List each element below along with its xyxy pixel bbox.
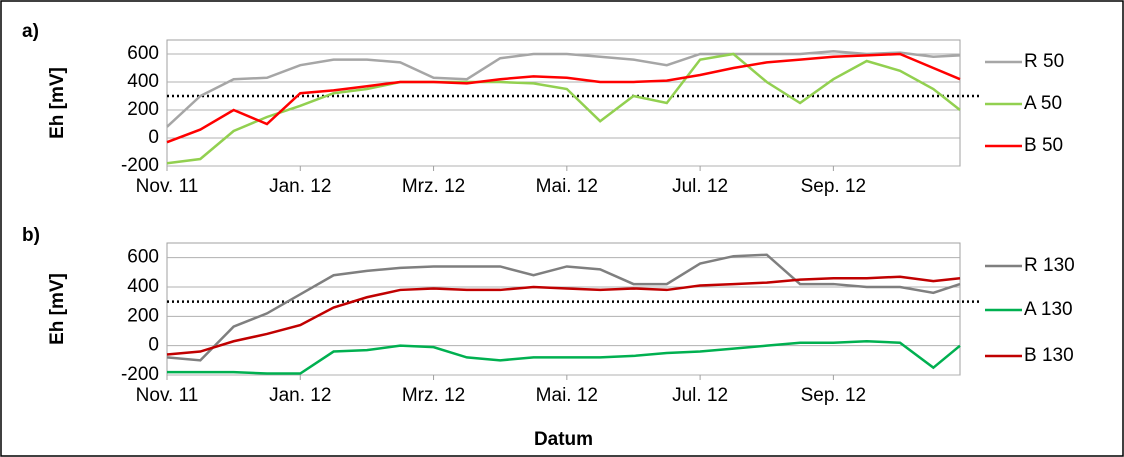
x-tick-label: Jul. 12 xyxy=(672,176,728,197)
x-axis-title: Datum xyxy=(534,429,593,450)
y-tick-label: 200 xyxy=(127,99,159,120)
y-tick-label: 400 xyxy=(127,276,159,297)
series-line xyxy=(166,275,961,356)
legend-label: R 130 xyxy=(1024,255,1075,276)
x-tick-label: Mai. 12 xyxy=(536,176,598,197)
x-tick-label: Sep. 12 xyxy=(801,385,867,406)
y-tick-label: 400 xyxy=(127,71,159,92)
series-line xyxy=(167,340,961,375)
y-tick-label: -200 xyxy=(121,364,159,385)
x-tick-label: Sep. 12 xyxy=(801,176,867,197)
x-tick-label: Mai. 12 xyxy=(536,385,598,406)
panel-label: a) xyxy=(22,21,39,42)
series-line xyxy=(166,52,961,144)
legend-label: B 130 xyxy=(1024,345,1074,366)
y-tick-label: 0 xyxy=(148,127,159,148)
x-tick-label: Nov. 11 xyxy=(136,385,199,406)
y-tick-label: 600 xyxy=(127,43,159,64)
y-axis-title: Eh [mV] xyxy=(47,67,68,139)
legend-label: R 50 xyxy=(1024,51,1064,72)
y-tick-label: 200 xyxy=(127,305,159,326)
y-tick-label: -200 xyxy=(121,155,159,176)
legend-label: A 130 xyxy=(1024,299,1073,320)
legend-label: B 50 xyxy=(1024,135,1063,156)
x-tick-label: Jan. 12 xyxy=(269,385,331,406)
panel-label: b) xyxy=(22,225,40,246)
x-tick-label: Mrz. 12 xyxy=(402,176,465,197)
series-line xyxy=(166,52,961,165)
x-tick-label: Jul. 12 xyxy=(672,385,728,406)
x-tick-label: Nov. 11 xyxy=(136,176,199,197)
y-axis-title: Eh [mV] xyxy=(47,273,68,345)
series-line xyxy=(166,49,961,128)
x-tick-label: Jan. 12 xyxy=(269,176,331,197)
y-tick-label: 0 xyxy=(148,335,159,356)
legend-label: A 50 xyxy=(1024,93,1062,114)
y-tick-label: 600 xyxy=(127,247,159,268)
series-line xyxy=(166,253,961,362)
x-tick-label: Mrz. 12 xyxy=(402,385,465,406)
